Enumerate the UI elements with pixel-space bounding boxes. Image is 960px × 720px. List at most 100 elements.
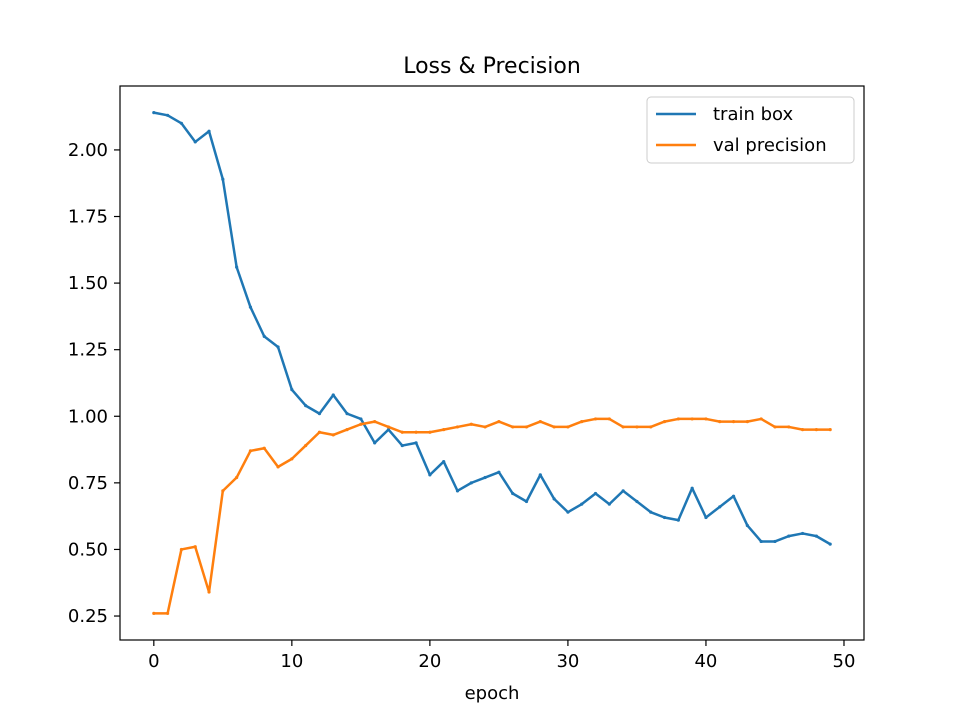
y-tick-label: 1.50 xyxy=(68,273,108,294)
data-point-train-box xyxy=(221,177,225,181)
legend-label-val-precision: val precision xyxy=(713,135,827,156)
y-tick-label: 1.75 xyxy=(68,207,108,228)
y-tick-label: 0.50 xyxy=(68,539,108,560)
data-point-val-precision xyxy=(676,417,680,421)
data-point-train-box xyxy=(317,412,322,416)
ticks-layer: 0 10 20 30 40 50 0.25 0.50 0.75 1.00 1.25 1.50 1.75 2… xyxy=(68,140,856,672)
data-point-train-box xyxy=(814,534,818,538)
data-point-val-precision xyxy=(469,422,473,426)
data-point-val-precision xyxy=(580,420,584,424)
data-point-train-box xyxy=(469,481,473,485)
data-point-train-box xyxy=(524,499,529,504)
data-point-val-precision xyxy=(166,611,170,615)
data-point-val-precision xyxy=(235,475,239,480)
data-point-train-box xyxy=(262,334,266,338)
data-point-train-box xyxy=(428,473,432,477)
data-point-train-box xyxy=(179,121,184,125)
legend-frame xyxy=(646,96,855,164)
y-tick-label: 1.00 xyxy=(68,406,108,427)
data-point-val-precision xyxy=(442,427,446,432)
data-point-train-box xyxy=(745,523,749,528)
data-point-train-box xyxy=(152,111,156,115)
data-point-val-precision xyxy=(524,425,529,429)
data-point-train-box xyxy=(607,502,611,506)
data-point-val-precision xyxy=(248,449,253,453)
x-tick-label: 20 xyxy=(418,651,441,672)
data-point-train-box xyxy=(621,489,625,493)
data-point-val-precision xyxy=(731,420,736,424)
series-line-val-precision xyxy=(153,417,831,615)
data-point-train-box xyxy=(511,491,515,496)
data-point-train-box xyxy=(331,393,335,397)
data-point-train-box xyxy=(718,505,722,509)
x-tick-label: 0 xyxy=(148,651,159,672)
data-point-train-box xyxy=(400,443,404,448)
data-point-train-box xyxy=(235,265,239,269)
data-point-val-precision xyxy=(276,465,280,469)
data-point-val-precision xyxy=(773,425,777,429)
data-point-val-precision xyxy=(262,446,266,450)
data-point-val-precision xyxy=(179,547,184,552)
x-tick-label: 10 xyxy=(280,651,303,672)
x-tick-label: 50 xyxy=(833,651,856,672)
data-point-train-box xyxy=(373,441,377,445)
data-point-val-precision xyxy=(787,425,791,429)
data-point-val-precision xyxy=(593,417,598,421)
data-point-train-box xyxy=(414,441,418,445)
data-point-train-box xyxy=(566,510,570,514)
data-point-train-box xyxy=(773,539,777,544)
data-point-train-box xyxy=(649,510,653,514)
data-point-val-precision xyxy=(718,420,722,424)
data-point-val-precision xyxy=(400,430,404,434)
chart-title: Loss & Precision xyxy=(403,54,581,79)
x-tick-label: 40 xyxy=(694,651,717,672)
data-point-val-precision xyxy=(635,425,639,429)
data-point-train-box xyxy=(635,499,639,504)
data-point-val-precision xyxy=(552,425,556,429)
data-point-val-precision xyxy=(690,417,694,421)
series-layer xyxy=(152,111,832,615)
data-point-train-box xyxy=(662,515,667,520)
y-tick-label: 0.75 xyxy=(68,473,108,494)
data-point-train-box xyxy=(704,515,708,520)
data-point-val-precision xyxy=(800,427,805,432)
data-point-train-box xyxy=(290,388,294,392)
data-point-val-precision xyxy=(428,430,432,434)
data-point-val-precision xyxy=(373,420,377,424)
data-point-val-precision xyxy=(414,430,418,434)
data-point-train-box xyxy=(787,534,791,538)
data-point-val-precision xyxy=(607,417,611,421)
data-point-train-box xyxy=(497,470,501,474)
data-point-val-precision xyxy=(331,433,335,437)
y-tick-label: 0.25 xyxy=(68,606,108,627)
data-point-val-precision xyxy=(290,457,294,461)
data-point-val-precision xyxy=(386,425,391,429)
data-point-train-box xyxy=(800,531,805,536)
data-point-train-box xyxy=(193,140,197,144)
data-point-train-box xyxy=(759,539,763,544)
data-point-val-precision xyxy=(345,427,349,432)
data-point-val-precision xyxy=(193,545,197,549)
data-point-train-box xyxy=(248,305,253,309)
data-point-train-box xyxy=(593,491,598,496)
data-point-train-box xyxy=(386,427,391,432)
y-tick-label: 1.25 xyxy=(68,340,108,361)
data-point-val-precision xyxy=(483,425,487,429)
data-point-val-precision xyxy=(828,427,832,432)
data-point-val-precision xyxy=(152,611,156,615)
data-point-train-box xyxy=(690,486,694,490)
data-point-val-precision xyxy=(538,420,542,424)
data-point-train-box xyxy=(552,497,556,501)
data-point-train-box xyxy=(676,518,680,522)
data-point-train-box xyxy=(455,489,460,493)
data-point-val-precision xyxy=(814,427,818,432)
legend-label-train-box: train box xyxy=(713,104,794,125)
data-point-val-precision xyxy=(455,425,460,429)
data-point-train-box xyxy=(731,494,736,498)
data-point-train-box xyxy=(442,459,446,464)
data-point-train-box xyxy=(483,475,487,480)
data-point-val-precision xyxy=(359,422,363,426)
data-point-train-box xyxy=(828,542,832,546)
data-point-val-precision xyxy=(497,420,501,424)
